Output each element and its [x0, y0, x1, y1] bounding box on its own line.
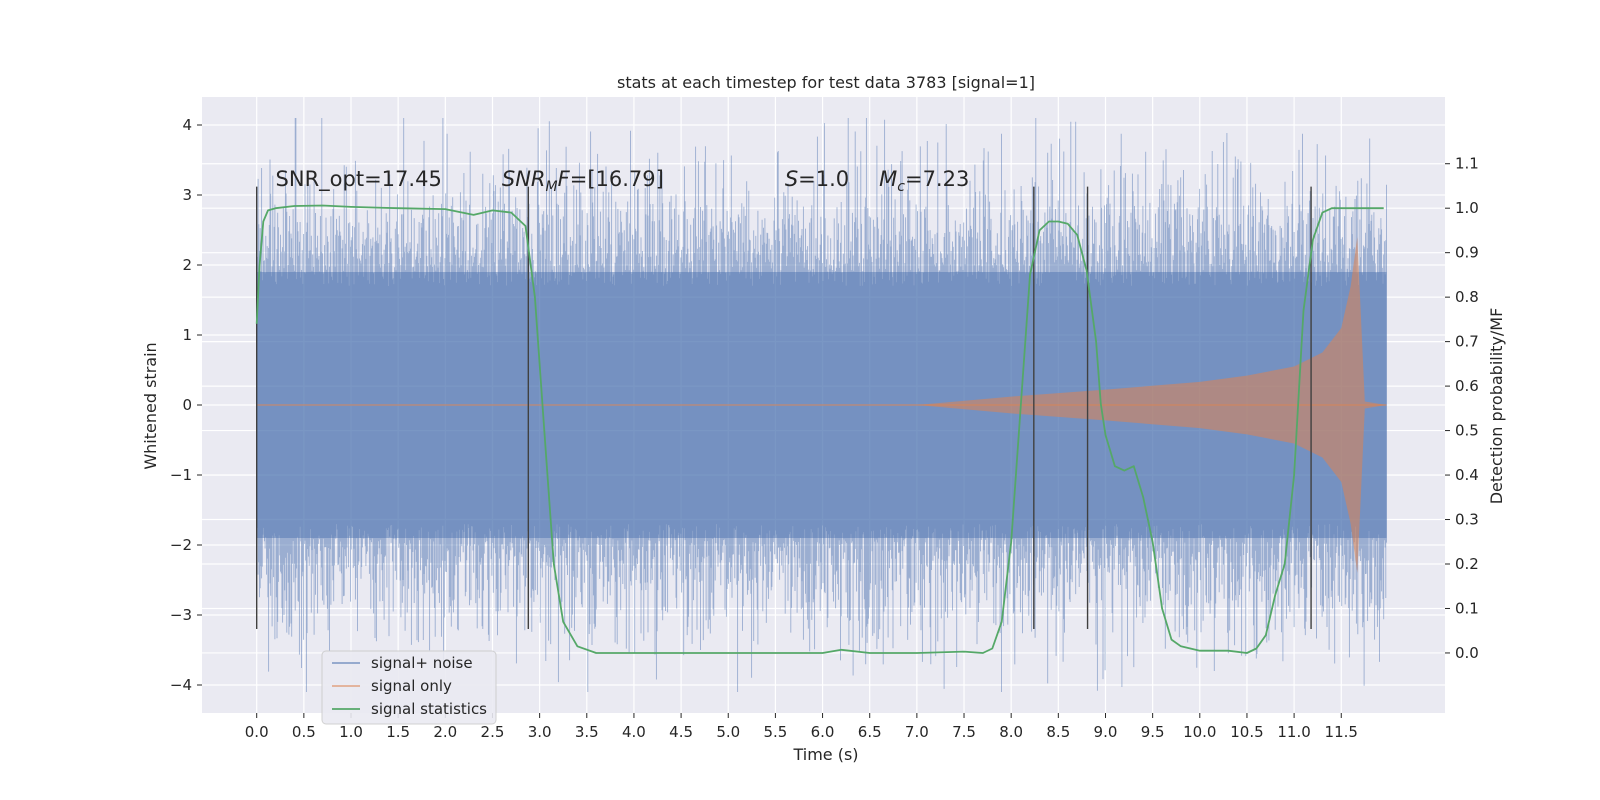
- signal-statistics-series: [255, 204, 1384, 654]
- y2-tick-label: 0.0: [1455, 644, 1479, 662]
- x-tick-label: 0.5: [292, 723, 316, 741]
- x-tick-label: 8.0: [999, 723, 1023, 741]
- axis-ticks: 0.0 0.5 1.0 1.5 2.0 2.5 3.0 3.5 4.0 4.5 5.0 5.5 6.0 6…: [170, 116, 1479, 741]
- legend-label-signal-only: signal only: [371, 677, 452, 695]
- x-tick-label: 5.5: [763, 723, 787, 741]
- x-tick-label: 6.5: [858, 723, 882, 741]
- y2-tick-label: 0.6: [1455, 377, 1479, 395]
- y-tick-label: −4: [170, 676, 192, 694]
- y2-tick-label: 0.9: [1455, 244, 1479, 262]
- y-tick-label: −2: [170, 536, 192, 554]
- x-tick-label: 0.0: [245, 723, 269, 741]
- annotation-3: Mc=7.23: [879, 167, 969, 195]
- y2-tick-label: 1.0: [1455, 199, 1479, 217]
- y-tick-label: 1: [182, 326, 192, 344]
- x-tick-label: 7.5: [952, 723, 976, 741]
- annotations: SNR_opt=17.45 SNRMF=[16.79] S=1.0 Mc=7.23: [276, 167, 970, 195]
- x-tick-label: 8.5: [1046, 723, 1070, 741]
- annotation-2: S=1.0: [785, 167, 849, 191]
- y-tick-label: −3: [170, 606, 192, 624]
- x-tick-label: 4.0: [622, 723, 646, 741]
- y-tick-label: −1: [170, 466, 192, 484]
- x-tick-label: 2.0: [433, 723, 457, 741]
- y2-tick-label: 0.8: [1455, 288, 1479, 306]
- y-tick-label: 4: [182, 116, 192, 134]
- signal-only-series: [256, 237, 1387, 573]
- x-tick-label: 6.0: [811, 723, 835, 741]
- x-tick-label: 3.0: [528, 723, 552, 741]
- y2-tick-label: 0.3: [1455, 511, 1479, 529]
- y-tick-label: 3: [182, 186, 192, 204]
- legend-box: [321, 650, 497, 725]
- y2-tick-label: 0.2: [1455, 555, 1479, 573]
- legend-label-signal-noise: signal+ noise: [371, 654, 473, 672]
- x-tick-label: 11.0: [1277, 723, 1310, 741]
- x-tick-label: 7.0: [905, 723, 929, 741]
- x-tick-label: 4.5: [669, 723, 693, 741]
- y-tick-label: 2: [182, 256, 192, 274]
- x-tick-label: 9.5: [1141, 723, 1165, 741]
- legend: signal+ noise signal only signal statist…: [321, 650, 497, 725]
- x-tick-label: 5.0: [716, 723, 740, 741]
- y2-tick-label: 0.1: [1455, 599, 1479, 617]
- y2-tick-label: 0.4: [1455, 466, 1479, 484]
- x-tick-label: 1.0: [339, 723, 363, 741]
- x-tick-label: 1.5: [386, 723, 410, 741]
- y2-axis-label: Detection probability/MF: [1487, 308, 1506, 505]
- annotation-1: SNRMF=[16.79]: [502, 167, 664, 195]
- y-axis-label: Whitened strain: [141, 342, 160, 469]
- x-axis-label: Time (s): [792, 745, 858, 764]
- y2-tick-label: 0.5: [1455, 422, 1479, 440]
- y2-tick-label: 1.1: [1455, 155, 1479, 173]
- x-tick-label: 9.0: [1094, 723, 1118, 741]
- x-tick-label: 10.0: [1183, 723, 1216, 741]
- chart-title: stats at each timestep for test data 378…: [617, 73, 1035, 92]
- x-tick-label: 11.5: [1325, 723, 1358, 741]
- x-tick-label: 3.5: [575, 723, 599, 741]
- y-tick-label: 0: [182, 396, 192, 414]
- annotation-0: SNR_opt=17.45: [276, 167, 442, 192]
- x-tick-label: 2.5: [481, 723, 505, 741]
- x-tick-label: 10.5: [1230, 723, 1263, 741]
- legend-label-signal-statistics: signal statistics: [371, 700, 487, 718]
- signal-statistics-line: [255, 204, 1384, 654]
- y2-tick-label: 0.7: [1455, 333, 1479, 351]
